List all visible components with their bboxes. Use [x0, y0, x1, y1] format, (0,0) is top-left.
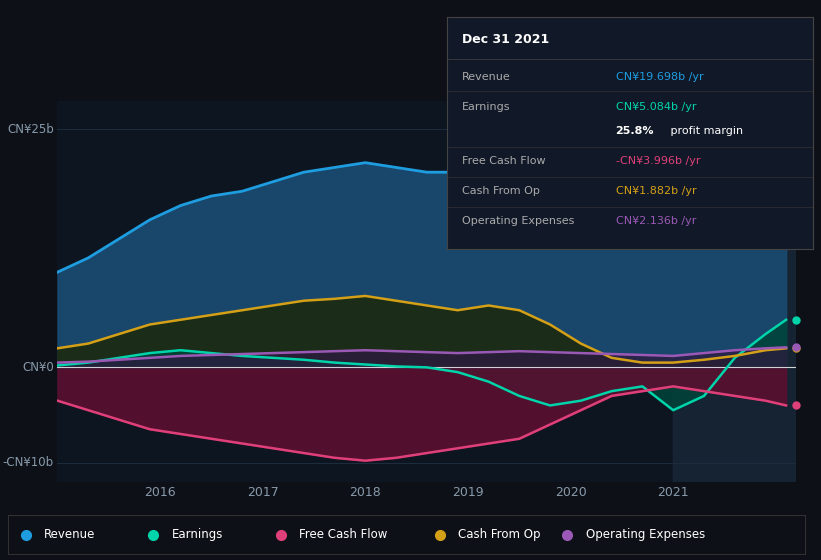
- Text: 25.8%: 25.8%: [616, 125, 654, 136]
- Text: CN¥5.084b /yr: CN¥5.084b /yr: [616, 102, 696, 113]
- Text: Revenue: Revenue: [462, 72, 511, 82]
- Text: CN¥25b: CN¥25b: [7, 123, 54, 136]
- Text: Revenue: Revenue: [44, 528, 95, 542]
- Text: Free Cash Flow: Free Cash Flow: [299, 528, 388, 542]
- Text: Earnings: Earnings: [172, 528, 222, 542]
- Text: CN¥0: CN¥0: [22, 361, 54, 374]
- Text: Operating Expenses: Operating Expenses: [585, 528, 704, 542]
- Text: Cash From Op: Cash From Op: [458, 528, 541, 542]
- Text: Cash From Op: Cash From Op: [462, 186, 540, 196]
- Text: CN¥19.698b /yr: CN¥19.698b /yr: [616, 72, 703, 82]
- Text: Operating Expenses: Operating Expenses: [462, 216, 575, 226]
- Text: Earnings: Earnings: [462, 102, 511, 113]
- Text: CN¥1.882b /yr: CN¥1.882b /yr: [616, 186, 696, 196]
- Bar: [673, 101, 796, 482]
- Text: profit margin: profit margin: [667, 125, 743, 136]
- Text: CN¥2.136b /yr: CN¥2.136b /yr: [616, 216, 696, 226]
- Text: -CN¥10b: -CN¥10b: [2, 456, 54, 469]
- Text: Dec 31 2021: Dec 31 2021: [462, 33, 549, 46]
- Text: -CN¥3.996b /yr: -CN¥3.996b /yr: [616, 156, 700, 166]
- Text: Free Cash Flow: Free Cash Flow: [462, 156, 546, 166]
